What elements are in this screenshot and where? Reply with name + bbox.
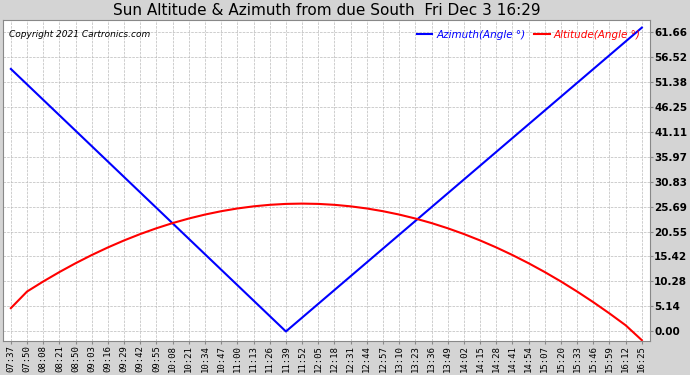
Text: Copyright 2021 Cartronics.com: Copyright 2021 Cartronics.com xyxy=(9,30,150,39)
Title: Sun Altitude & Azimuth from due South  Fri Dec 3 16:29: Sun Altitude & Azimuth from due South Fr… xyxy=(112,3,540,18)
Legend: Azimuth(Angle °), Altitude(Angle °): Azimuth(Angle °), Altitude(Angle °) xyxy=(413,26,644,44)
